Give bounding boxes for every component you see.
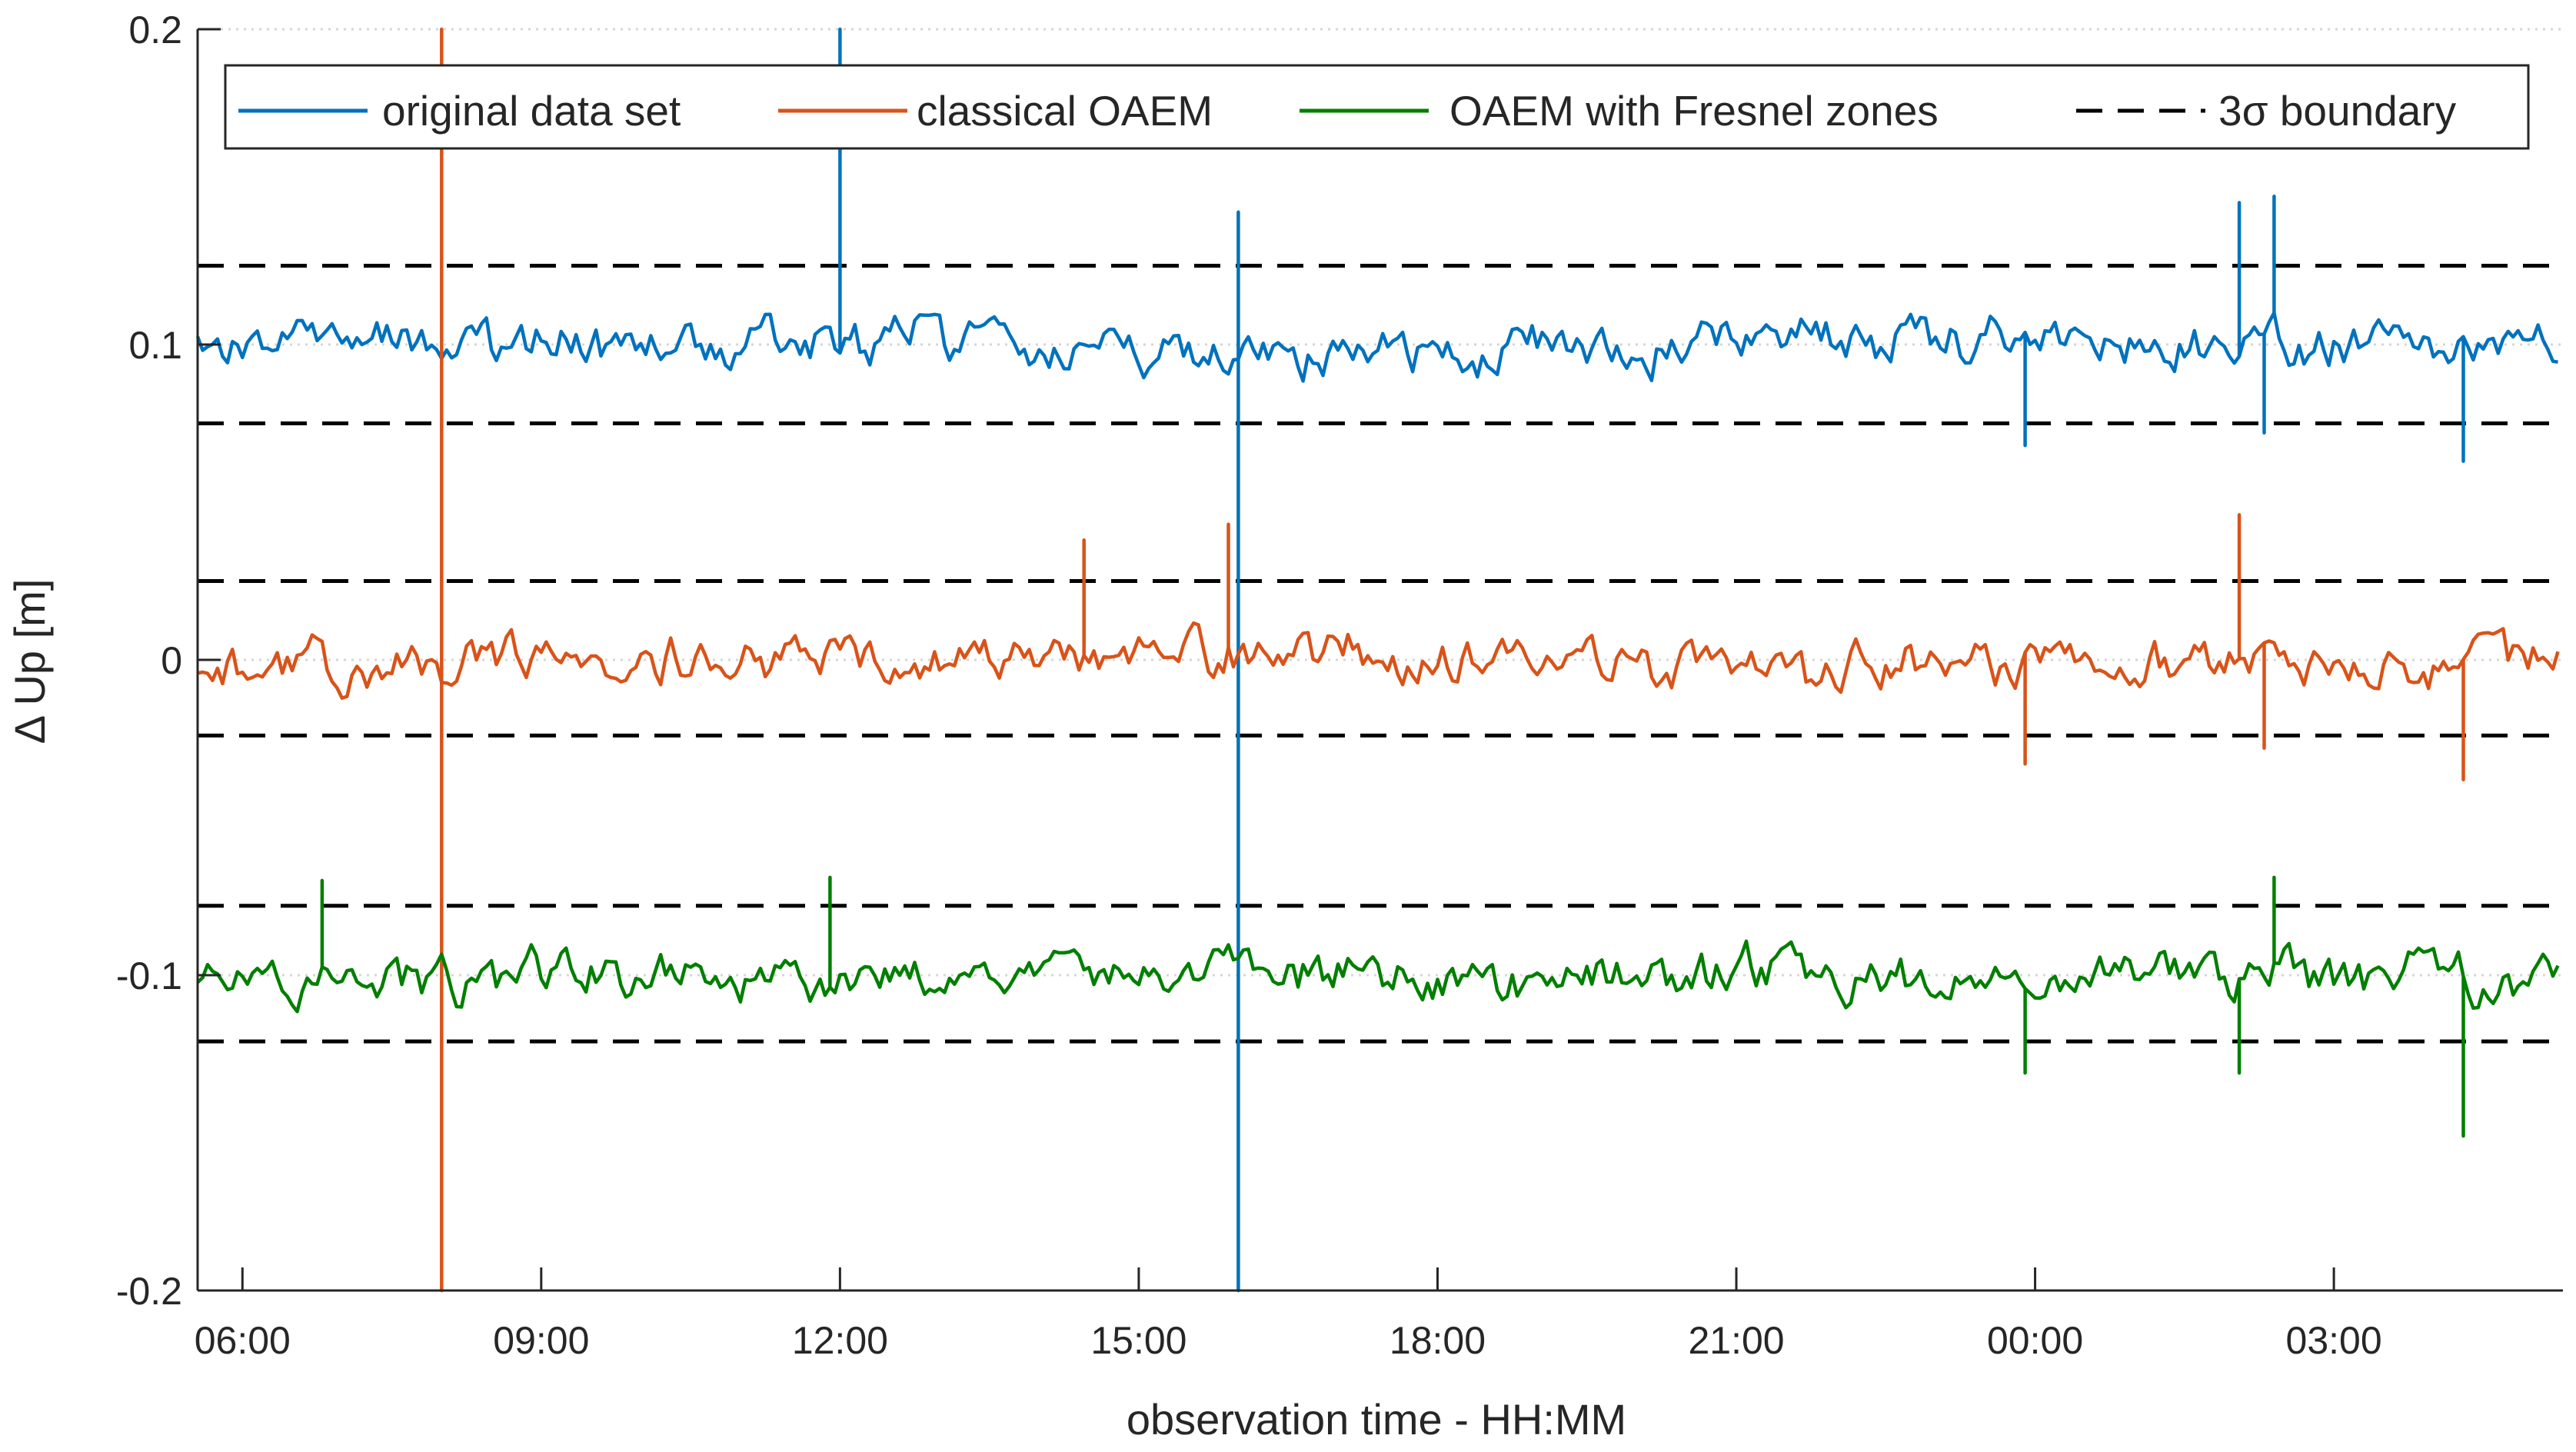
- x-tick-label-6: 00:00: [1987, 1319, 2083, 1362]
- y-tick-label-3: -0.1: [116, 954, 182, 997]
- y-tick-label-2: 0: [161, 639, 182, 682]
- x-tick-label-1: 09:00: [493, 1319, 589, 1362]
- series-layer: [195, 27, 2560, 1293]
- series-line-0: [195, 27, 2558, 1293]
- legend-label-classical: classical OAEM: [917, 87, 1213, 135]
- x-tick-label-0: 06:00: [195, 1319, 291, 1362]
- y-tick-label-0: 0.2: [128, 8, 182, 52]
- x-tick-label-3: 15:00: [1090, 1319, 1186, 1362]
- x-tick-label-4: 18:00: [1390, 1319, 1486, 1362]
- tick-layer: 0.2 0.1 0 -0.1 -0.2 06:00 09:00 12:00 15:00 18:00…: [116, 8, 2382, 1362]
- legend-label-fresnel: OAEM with Fresnel zones: [1449, 87, 1939, 135]
- y-axis-label: Δ Up [m]: [5, 579, 54, 744]
- legend-label-boundary: 3σ boundary: [2218, 87, 2457, 135]
- legend-label-original: original data set: [382, 87, 681, 135]
- boundary-layer: [198, 264, 2563, 1044]
- y-tick-label-1: 0.1: [128, 324, 182, 367]
- series-line-2: [196, 875, 2560, 1138]
- legend-box: [224, 64, 2530, 150]
- x-tick-label-5: 21:00: [1688, 1319, 1784, 1362]
- x-tick-label-2: 12:00: [792, 1319, 888, 1362]
- legend: original data set classical OAEM OAEM wi…: [224, 64, 2530, 150]
- x-tick-label-7: 03:00: [2286, 1319, 2382, 1362]
- y-tick-label-4: -0.2: [116, 1270, 182, 1313]
- series-line-1: [197, 27, 2560, 1293]
- x-axis-label: observation time - HH:MM: [1127, 1395, 1626, 1444]
